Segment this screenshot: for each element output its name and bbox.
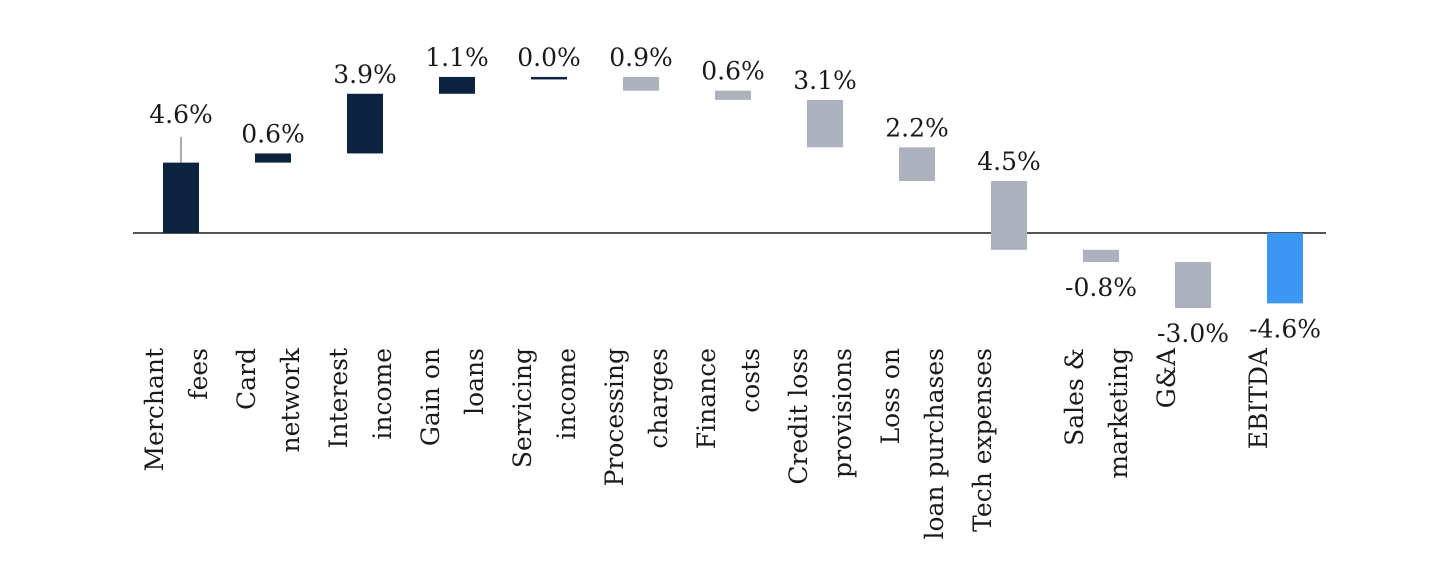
category-label-6-0: Finance <box>692 348 721 449</box>
bar-3 <box>439 76 475 94</box>
bar-8 <box>899 147 935 181</box>
category-label-5-1: charges <box>644 348 673 449</box>
category-label-2-0: Interest <box>324 348 353 448</box>
bar-1 <box>255 153 291 163</box>
value-label-9: 4.5% <box>977 147 1041 176</box>
category-label-8-1: loan purchases <box>920 348 949 540</box>
bar-12 <box>1267 233 1303 304</box>
category-label-7-0: Credit loss <box>784 348 813 485</box>
value-label-0: 4.6% <box>149 100 213 129</box>
bar-5 <box>623 76 659 91</box>
value-label-5: 0.9% <box>609 43 673 72</box>
category-label-1-1: network <box>276 347 305 452</box>
value-label-12: -4.6% <box>1249 314 1321 343</box>
category-label-0-1: fees <box>184 348 213 400</box>
category-label-11-0: G&A <box>1152 347 1181 408</box>
bar-0 <box>163 162 199 233</box>
bar-6 <box>715 90 751 100</box>
value-label-2: 3.9% <box>333 60 397 89</box>
bar-9 <box>991 180 1027 250</box>
category-label-3-1: loans <box>460 348 489 415</box>
value-label-6: 0.6% <box>701 57 765 86</box>
value-label-1: 0.6% <box>241 119 305 148</box>
bar-7 <box>807 99 843 148</box>
bar-11 <box>1175 262 1211 308</box>
category-label-6-1: costs <box>736 348 765 413</box>
category-label-1-0: Card <box>232 348 261 410</box>
bar-4 <box>531 76 567 80</box>
value-label-10: -0.8% <box>1065 273 1137 302</box>
value-label-11: -3.0% <box>1157 319 1229 348</box>
category-label-9-0: Tech expenses <box>968 348 997 532</box>
category-label-10-0: Sales & <box>1060 348 1089 446</box>
category-label-0-0: Merchant <box>140 348 169 472</box>
bar-2 <box>347 93 383 154</box>
value-label-3: 1.1% <box>425 43 489 72</box>
category-label-12-0: EBITDA <box>1244 347 1273 449</box>
category-label-7-1: provisions <box>828 348 857 478</box>
category-label-2-1: income <box>368 348 397 440</box>
value-label-7: 3.1% <box>793 66 857 95</box>
category-label-5-0: Processing <box>600 348 629 486</box>
value-label-8: 2.2% <box>885 113 949 142</box>
category-label-3-0: Gain on <box>416 348 445 446</box>
category-label-4-1: income <box>552 348 581 440</box>
category-label-10-1: marketing <box>1104 348 1133 479</box>
category-label-8-0: Loss on <box>876 348 905 444</box>
value-label-4: 0.0% <box>517 43 581 72</box>
bar-10 <box>1083 249 1119 263</box>
category-label-4-0: Servicing <box>508 348 537 468</box>
